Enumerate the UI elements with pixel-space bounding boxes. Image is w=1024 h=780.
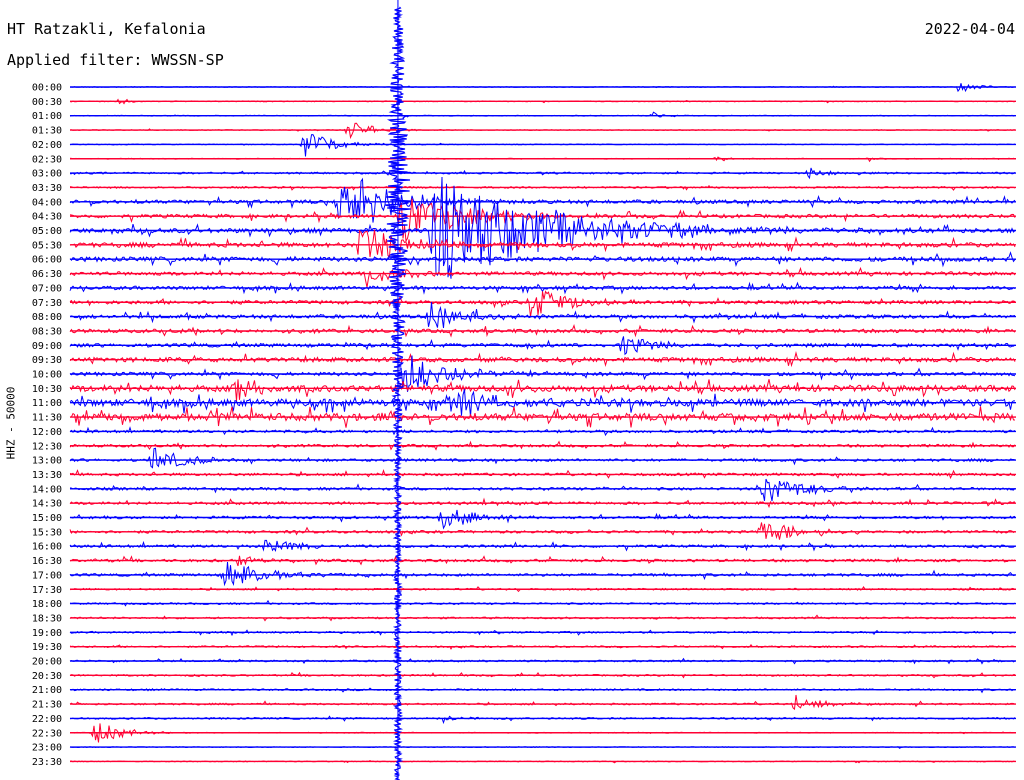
- time-label-1800: 18:00: [32, 599, 62, 610]
- time-label-1100: 11:00: [32, 398, 62, 409]
- time-label-1330: 13:30: [32, 470, 62, 481]
- time-label-0900: 09:00: [32, 341, 62, 352]
- time-label-2230: 22:30: [32, 728, 62, 739]
- trace-1530: [69, 522, 1016, 540]
- trace-1500: [69, 509, 1016, 530]
- trace-1430: [69, 497, 1016, 509]
- date-label: 2022-04-04: [924, 20, 1015, 38]
- time-label-2130: 21:30: [32, 700, 62, 711]
- time-label-2100: 21:00: [32, 685, 62, 696]
- time-label-2330: 23:30: [32, 757, 62, 768]
- large-quake-trace: [385, 6, 411, 780]
- time-label-2200: 22:00: [32, 714, 62, 725]
- trace-2130: [69, 694, 1016, 711]
- station-title: HT Ratzakli, Kefalonia: [7, 20, 206, 38]
- time-label-1500: 15:00: [32, 513, 62, 524]
- time-label-0630: 06:30: [32, 269, 62, 280]
- time-label-1400: 14:00: [32, 484, 62, 495]
- time-label-2000: 20:00: [32, 657, 62, 668]
- trace-2200: [69, 715, 1016, 725]
- trace-0800: [69, 302, 1016, 328]
- time-label-1300: 13:00: [32, 456, 62, 467]
- time-label-1430: 14:30: [32, 499, 62, 510]
- time-label-1030: 10:30: [32, 384, 62, 395]
- trace-0630: [69, 266, 1016, 288]
- time-label-0030: 00:30: [32, 97, 62, 108]
- trace-1400: [69, 478, 1016, 502]
- time-label-0530: 05:30: [32, 240, 62, 251]
- trace-0730: [69, 290, 1016, 317]
- trace-0500: [69, 176, 1016, 279]
- time-label-1530: 15:30: [32, 527, 62, 538]
- trace-1030: [69, 379, 1016, 402]
- time-label-0430: 04:30: [32, 212, 62, 223]
- time-label-0700: 07:00: [32, 283, 62, 294]
- time-label-1700: 17:00: [32, 570, 62, 581]
- filter-label: Applied filter: WWSSN-SP: [7, 51, 224, 69]
- time-label-0100: 01:00: [32, 111, 62, 122]
- time-label-1630: 16:30: [32, 556, 62, 567]
- time-label-2030: 20:30: [32, 671, 62, 682]
- trace-0430: [69, 198, 1016, 243]
- time-label-1730: 17:30: [32, 585, 62, 596]
- time-label-0930: 09:30: [32, 355, 62, 366]
- time-label-0330: 03:30: [32, 183, 62, 194]
- time-label-0730: 07:30: [32, 298, 62, 309]
- time-label-0600: 06:00: [32, 255, 62, 266]
- trace-0530: [69, 229, 1016, 258]
- time-label-0000: 00:00: [32, 83, 62, 94]
- trace-1300: [69, 447, 1016, 469]
- time-label-1930: 19:30: [32, 642, 62, 653]
- time-label-1230: 12:30: [32, 441, 62, 452]
- time-label-0230: 02:30: [32, 154, 62, 165]
- time-label-1130: 11:30: [32, 413, 62, 424]
- time-label-1600: 16:00: [32, 542, 62, 553]
- trace-1130: [69, 406, 1016, 428]
- time-label-1900: 19:00: [32, 628, 62, 639]
- time-label-1000: 10:00: [32, 370, 62, 381]
- time-label-0800: 08:00: [32, 312, 62, 323]
- trace-1700: [69, 561, 1016, 587]
- time-label-0130: 01:30: [32, 126, 62, 137]
- trace-0600: [69, 251, 1016, 268]
- time-label-0200: 02:00: [32, 140, 62, 151]
- time-label-1200: 12:00: [32, 427, 62, 438]
- time-label-2300: 23:00: [32, 743, 62, 754]
- time-label-0400: 04:00: [32, 197, 62, 208]
- time-label-0500: 05:00: [32, 226, 62, 237]
- time-label-0300: 03:00: [32, 169, 62, 180]
- trace-0200: [69, 134, 1016, 157]
- time-label-1830: 18:30: [32, 613, 62, 624]
- time-label-0830: 08:30: [32, 326, 62, 337]
